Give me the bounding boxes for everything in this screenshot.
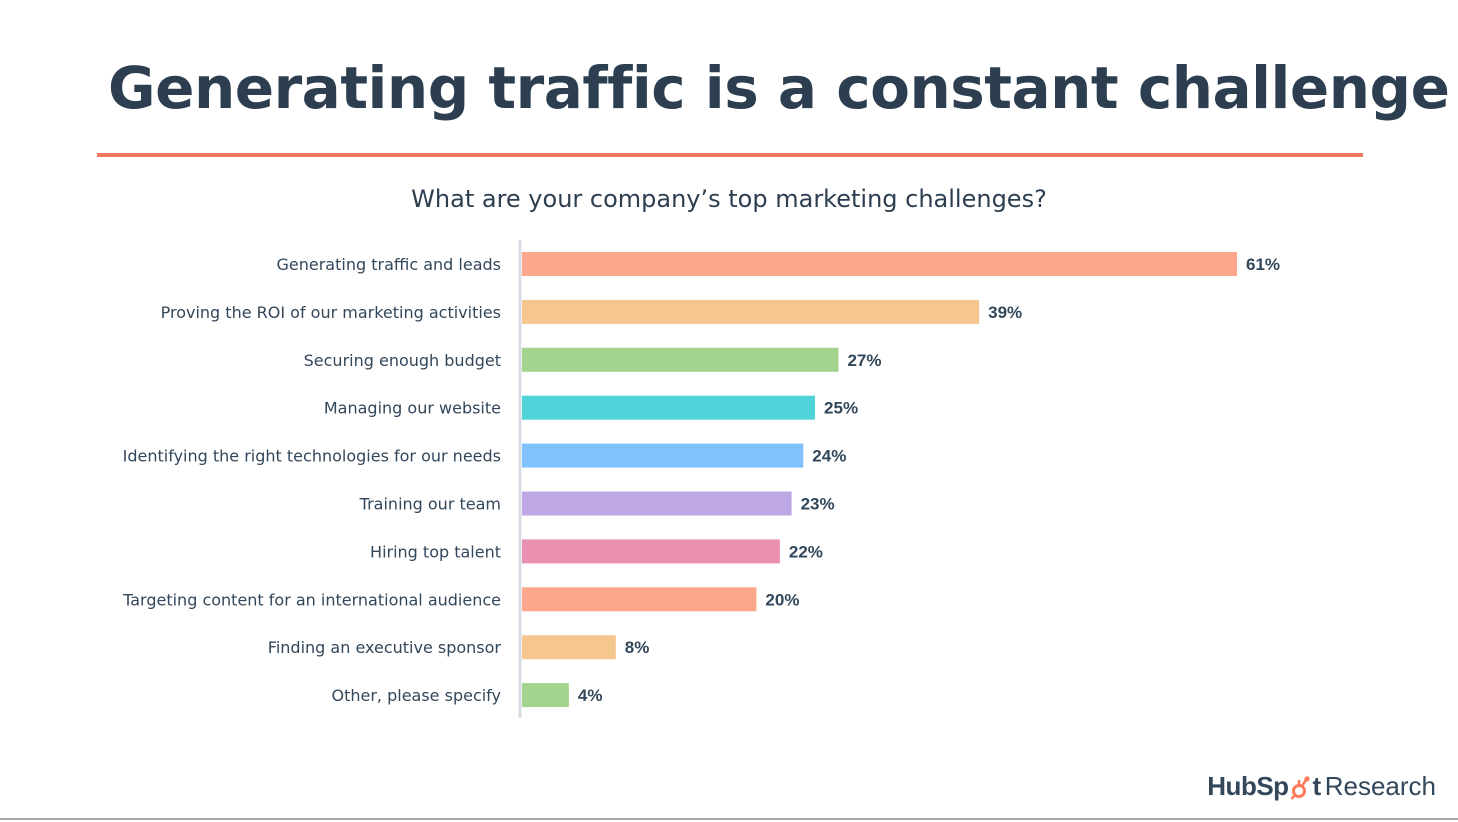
bar [522, 683, 569, 708]
category-label: Hiring top talent [370, 542, 501, 561]
category-label: Generating traffic and leads [277, 255, 502, 274]
category-label: Identifying the right technologies for o… [123, 447, 501, 466]
brand-name: HubSp t [1207, 770, 1322, 802]
value-label: 61% [1246, 255, 1280, 274]
brand-name-part1: HubSp [1207, 770, 1289, 801]
category-label: Proving the ROI of our marketing activit… [161, 303, 501, 322]
bar-row: Proving the ROI of our marketing activit… [161, 299, 1022, 324]
bar [522, 635, 616, 660]
bar-row: Identifying the right technologies for o… [123, 443, 846, 468]
value-label: 27% [847, 351, 881, 370]
brand-suffix: Research [1324, 770, 1436, 801]
bar-row: Finding an executive sponsor 8% [268, 635, 650, 660]
sprocket-icon [1290, 775, 1310, 800]
category-label: Training our team [359, 495, 501, 514]
category-label: Other, please specify [331, 686, 501, 705]
bar-row: Targeting content for an international a… [122, 587, 799, 612]
value-label: 25% [824, 399, 858, 418]
chart-title: What are your company’s top marketing ch… [411, 185, 1047, 213]
value-label: 23% [801, 495, 835, 514]
value-label: 22% [789, 542, 823, 561]
bar [522, 443, 804, 468]
category-label: Finding an executive sponsor [268, 638, 502, 657]
bar [522, 395, 816, 420]
bar [522, 587, 757, 612]
value-label: 20% [765, 590, 799, 609]
value-label: 39% [988, 303, 1022, 322]
bar [522, 539, 780, 564]
category-label: Managing our website [324, 399, 501, 418]
bar [522, 252, 1237, 276]
bar [522, 299, 980, 324]
bar [522, 491, 792, 516]
bar-row: Securing enough budget 27% [304, 347, 882, 372]
value-label: 8% [625, 638, 650, 657]
bar-row: Managing our website 25% [324, 395, 858, 420]
title-divider [97, 153, 1363, 157]
bar-row: Training our team 23% [359, 491, 835, 516]
footer-divider [0, 818, 1458, 820]
category-label: Securing enough budget [304, 351, 501, 370]
category-label: Targeting content for an international a… [122, 590, 501, 609]
brand-name-part2: t [1312, 770, 1322, 801]
value-label: 24% [812, 447, 846, 466]
bars-group: Generating traffic and leads 61% Proving t… [122, 252, 1280, 708]
bar-row: Hiring top talent 22% [370, 539, 823, 564]
value-label: 4% [578, 686, 603, 705]
page-title: Generating traffic is a constant challen… [108, 54, 1450, 122]
bar-row: Other, please specify 4% [331, 683, 603, 708]
bar [522, 347, 839, 372]
bar-chart: Generating traffic and leads 61% Proving t… [122, 240, 1280, 718]
hubspot-research-logo: HubSp t Research [1207, 766, 1436, 806]
bar-row: Generating traffic and leads 61% [277, 252, 1280, 276]
